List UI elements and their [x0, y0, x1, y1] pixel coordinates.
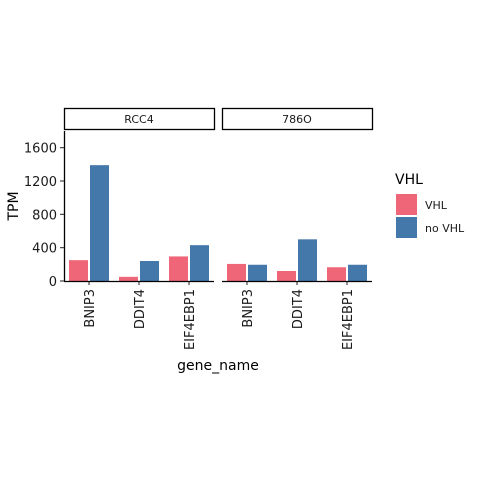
x-tick-label: BNIP3 — [241, 289, 256, 328]
y-tick-label: 1200 — [24, 175, 57, 190]
bar-RCC4-EIF4EBP1-no-VHL — [190, 245, 209, 281]
bar-786O-BNIP3-VHL — [227, 263, 246, 281]
facet-strip — [63, 107, 216, 131]
x-tick-label: BNIP3 — [83, 289, 98, 328]
bar-786O-DDIT4-no-VHL — [298, 239, 317, 281]
facet-strip-label: RCC4 — [124, 113, 153, 126]
y-axis-title: TPM — [6, 191, 22, 221]
bar-786O-EIF4EBP1-VHL — [327, 267, 346, 281]
legend-label: VHL — [425, 199, 448, 212]
legend-key-no-VHL — [396, 217, 417, 238]
bar-RCC4-BNIP3-VHL — [69, 260, 88, 281]
panel-RCC4: RCC4 BNIP3 DDIT4 EIF4EBP1 — [63, 107, 216, 350]
bar-RCC4-DDIT4-VHL — [119, 276, 138, 281]
bar-RCC4-DDIT4-no-VHL — [140, 261, 159, 281]
facet-strip — [221, 107, 374, 131]
facet-strip-label: 786O — [282, 113, 312, 126]
x-tick-label: DDIT4 — [291, 289, 306, 329]
x-tick-label: DDIT4 — [133, 289, 148, 329]
bar-786O-BNIP3-no-VHL — [248, 264, 267, 281]
legend-title: VHL — [395, 172, 423, 188]
legend: VHL VHL no VHL — [395, 172, 465, 238]
y-axis: 0 400 800 1200 1600 — [24, 131, 66, 290]
y-tick-label: 400 — [32, 242, 57, 257]
bar-RCC4-EIF4EBP1-VHL — [169, 256, 188, 281]
bar-RCC4-BNIP3-no-VHL — [90, 165, 109, 281]
legend-key-VHL — [396, 194, 417, 215]
legend-label: no VHL — [425, 222, 465, 235]
x-axis-title: gene_name — [177, 358, 259, 374]
y-tick-label: 800 — [32, 208, 57, 223]
bar-786O-EIF4EBP1-no-VHL — [348, 264, 367, 281]
bar-786O-DDIT4-VHL — [277, 271, 296, 281]
x-tick-label: EIF4EBP1 — [341, 289, 356, 350]
chart-panels: RCC4 BNIP3 DDIT4 EIF4EBP1 786O BNIP3 DDIT4 EIF4… — [63, 107, 374, 350]
y-tick-label: 1600 — [24, 142, 57, 157]
y-tick-label: 0 — [49, 275, 57, 290]
x-tick-label: EIF4EBP1 — [183, 289, 198, 350]
panel-786O: 786O BNIP3 DDIT4 EIF4EBP1 — [221, 107, 374, 350]
